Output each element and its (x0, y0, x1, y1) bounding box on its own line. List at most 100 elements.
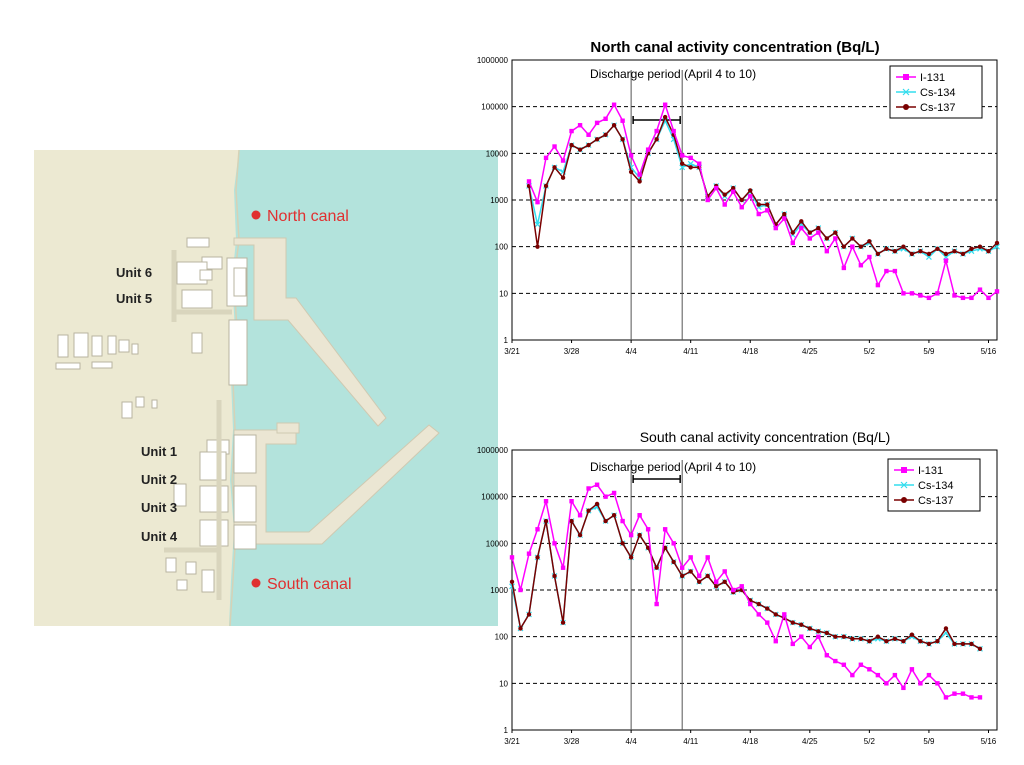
south-point-cs137 (594, 501, 600, 507)
south-chart-title: South canal activity concentration (Bq/L… (640, 429, 891, 445)
north-point-cs137 (833, 230, 838, 235)
north-point-cs137 (850, 236, 855, 241)
north-chart-title: North canal activity concentration (Bq/L… (590, 39, 879, 56)
north-point-i131 (833, 236, 838, 241)
north-point-cs137 (892, 248, 898, 254)
south-point-cs137 (977, 646, 983, 651)
south-point-i131 (892, 672, 898, 678)
north-point-i131 (892, 268, 898, 274)
north-x-tick-label: 4/4 (626, 347, 638, 356)
north-point-i131 (824, 248, 830, 254)
north-point-i131 (986, 295, 991, 301)
north-point-i131 (594, 120, 600, 126)
plant-buildings (55, 237, 257, 593)
unit-3-label: Unit 3 (141, 500, 177, 515)
south-point-cs137 (773, 612, 778, 617)
north-discharge-annotation: Discharge period (April 4 to 10) (590, 67, 756, 81)
north-legend-marker (902, 88, 910, 96)
south-point-i131 (594, 482, 600, 487)
north-point-cs137 (628, 169, 634, 175)
north-point-i131 (875, 282, 881, 288)
south-point-i131 (509, 555, 515, 560)
north-y-tick-label: 100000 (481, 103, 508, 112)
north-point-i131 (577, 123, 583, 128)
north-point-i131 (807, 236, 813, 241)
south-point-cs137 (722, 579, 727, 584)
south-point-cs137 (628, 555, 634, 560)
north-point-cs137 (765, 202, 770, 207)
north-point-i131 (739, 205, 744, 210)
south-point-cs137 (509, 579, 515, 584)
south-point-cs137 (662, 545, 668, 551)
south-point-i131 (620, 518, 625, 524)
north-point-cs137 (816, 225, 821, 231)
south-point-i131 (773, 638, 778, 644)
south-point-i131 (816, 634, 821, 639)
south-point-i131 (901, 685, 906, 691)
south-point-cs137 (969, 641, 974, 647)
south-x-tick-label: 5/2 (864, 737, 876, 746)
north-legend-label: I-131 (920, 72, 945, 84)
north-point-i131 (603, 116, 608, 121)
south-point-cs137 (688, 569, 693, 574)
south-point-i131 (714, 579, 719, 584)
south-point-cs137 (901, 638, 906, 644)
south-x-tick-label: 4/11 (683, 737, 699, 746)
north-breakwater (233, 237, 387, 427)
south-point-i131 (586, 486, 591, 491)
south-point-i131 (960, 691, 966, 696)
north-point-i131 (748, 194, 753, 199)
south-point-i131 (688, 555, 693, 560)
north-point-i131 (926, 295, 932, 301)
south-x-tick-label: 3/28 (564, 737, 580, 746)
south-point-i131 (628, 532, 634, 538)
north-point-i131 (773, 225, 778, 231)
south-point-i131 (722, 569, 727, 574)
north-y-tick-label: 10000 (486, 149, 509, 158)
south-point-i131 (696, 573, 702, 579)
south-point-i131 (867, 667, 872, 672)
north-point-cs137 (918, 248, 923, 254)
south-point-i131 (850, 672, 855, 678)
south-point-i131 (560, 565, 566, 570)
north-point-i131 (816, 230, 821, 235)
south-x-tick-label: 4/25 (802, 737, 818, 746)
south-point-i131 (943, 695, 949, 700)
south-canal-chart: South canal activity concentration (Bq/L… (477, 429, 998, 746)
north-point-cs137 (731, 185, 736, 191)
south-x-tick-label: 3/21 (504, 737, 520, 746)
north-point-i131 (731, 189, 736, 194)
south-point-cs137 (603, 518, 608, 524)
south-point-i131 (807, 644, 813, 650)
south-point-cs137 (518, 626, 523, 631)
south-point-cs137 (841, 634, 847, 639)
unit-1-label: Unit 1 (141, 444, 177, 459)
north-x-tick-label: 5/16 (981, 347, 997, 356)
north-point-cs137 (739, 197, 744, 203)
south-point-cs137 (586, 508, 591, 513)
south-x-tick-label: 4/18 (742, 737, 758, 746)
north-point-cs137 (620, 137, 625, 142)
north-point-cs137 (935, 246, 940, 252)
south-x-tick-label: 4/4 (626, 737, 638, 746)
south-point-cs137 (918, 638, 923, 644)
unit-4-label: Unit 4 (141, 529, 178, 544)
south-point-cs137 (526, 612, 532, 617)
south-point-i131 (569, 498, 574, 504)
north-point-i131 (620, 118, 625, 123)
north-point-i131 (867, 254, 872, 260)
south-point-cs137 (850, 636, 855, 642)
north-point-i131 (850, 244, 855, 249)
south-point-i131 (952, 691, 957, 696)
south-point-cs137 (926, 641, 932, 647)
south-point-cs137 (952, 641, 957, 647)
north-point-i131 (637, 172, 642, 177)
north-point-cs137 (611, 123, 617, 128)
south-legend-label: Cs-137 (918, 495, 953, 507)
north-point-i131 (909, 291, 915, 296)
south-point-cs137 (620, 541, 625, 546)
north-point-i131 (628, 153, 634, 158)
south-canal-marker (251, 578, 261, 588)
south-legend-label: Cs-134 (918, 480, 953, 492)
south-pier (276, 422, 300, 434)
